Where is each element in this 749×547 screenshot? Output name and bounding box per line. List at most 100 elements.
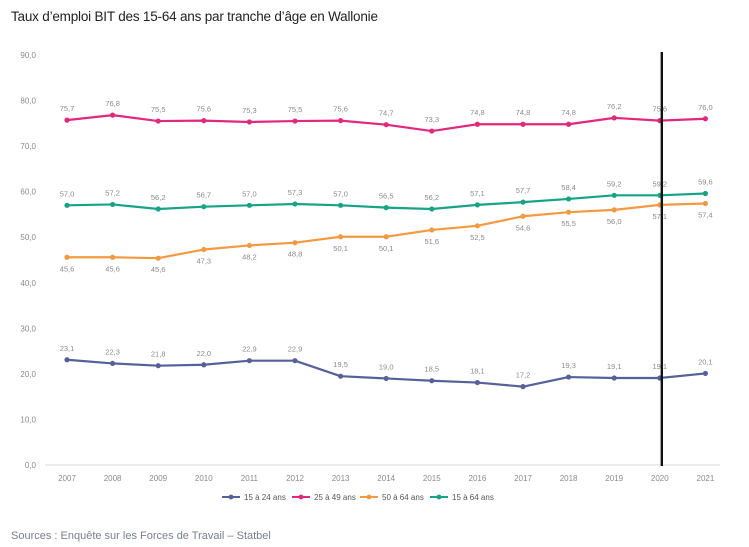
data-label: 56,2 <box>151 193 166 202</box>
data-label: 48,8 <box>288 250 303 259</box>
data-point <box>64 202 70 208</box>
data-label: 57,0 <box>60 189 75 198</box>
data-point <box>246 119 252 125</box>
data-label: 22,3 <box>105 347 120 356</box>
data-label: 22,9 <box>288 345 303 354</box>
data-point <box>292 358 298 364</box>
legend-marker <box>298 494 304 500</box>
data-point <box>292 118 298 124</box>
data-label: 51,6 <box>424 237 439 246</box>
data-point <box>64 117 70 123</box>
data-point <box>201 246 207 253</box>
chart-title: Taux d’emploi BIT des 15-64 ans par tran… <box>11 9 378 24</box>
data-label: 55,5 <box>561 219 576 228</box>
data-label: 48,2 <box>242 252 257 261</box>
data-label: 73,3 <box>424 115 439 124</box>
data-label: 75,6 <box>652 105 667 114</box>
data-point <box>474 121 480 127</box>
data-label: 74,7 <box>379 109 394 118</box>
data-label: 20,1 <box>698 357 713 366</box>
source-note: Sources : Enquête sur les Forces de Trav… <box>11 530 271 542</box>
x-tick-label: 2012 <box>286 474 304 483</box>
legend-marker <box>228 494 234 500</box>
data-label: 59,6 <box>698 177 713 186</box>
data-label: 54,6 <box>516 223 531 232</box>
data-point <box>566 121 572 127</box>
data-point <box>566 196 572 202</box>
y-tick-label: 90,0 <box>20 51 36 60</box>
y-tick-label: 30,0 <box>20 324 36 333</box>
data-label: 56,0 <box>607 217 622 226</box>
data-point <box>338 202 344 208</box>
data-label: 76,2 <box>607 102 622 111</box>
data-label: 57,7 <box>516 186 531 195</box>
data-label: 74,8 <box>516 108 531 117</box>
data-point <box>246 358 252 364</box>
data-point <box>474 223 480 229</box>
data-point <box>155 363 161 369</box>
data-point <box>338 234 344 240</box>
data-label: 17,2 <box>516 371 531 380</box>
data-point <box>520 213 526 219</box>
data-point <box>702 200 709 207</box>
x-tick-label: 2019 <box>605 474 623 483</box>
data-label: 19,5 <box>333 360 348 369</box>
data-label: 75,5 <box>151 105 166 114</box>
data-point <box>246 242 252 249</box>
data-point <box>155 206 161 212</box>
y-tick-label: 0,0 <box>25 461 37 470</box>
data-point <box>338 373 344 379</box>
data-point <box>474 379 480 386</box>
data-label: 22,0 <box>196 349 211 358</box>
data-point <box>383 205 389 211</box>
data-label: 75,6 <box>333 105 348 114</box>
x-tick-label: 2010 <box>195 474 213 483</box>
data-point <box>383 234 389 240</box>
data-point <box>566 209 572 215</box>
legend-label: 25 à 49 ans <box>314 493 356 502</box>
data-label: 50,1 <box>379 244 394 253</box>
data-point <box>429 128 435 134</box>
data-label: 19,3 <box>561 361 576 370</box>
data-label: 56,7 <box>196 191 211 200</box>
data-label: 21,8 <box>151 350 166 359</box>
data-label: 57,2 <box>105 188 120 197</box>
data-label: 75,7 <box>60 104 75 113</box>
data-label: 23,1 <box>60 344 75 353</box>
data-point <box>201 204 207 210</box>
data-point <box>611 207 617 213</box>
data-point <box>520 384 526 390</box>
y-tick-label: 80,0 <box>20 97 36 106</box>
data-label: 19,1 <box>607 362 622 371</box>
x-tick-label: 2009 <box>149 474 167 483</box>
data-point <box>155 255 161 261</box>
data-label: 74,8 <box>561 108 576 117</box>
data-label: 22,9 <box>242 345 257 354</box>
data-label: 76,0 <box>698 103 713 112</box>
data-point <box>702 116 709 122</box>
data-label: 47,3 <box>196 257 211 266</box>
data-label: 75,3 <box>242 106 257 115</box>
data-point <box>611 115 617 121</box>
data-label: 56,5 <box>379 192 394 201</box>
data-point <box>110 254 116 260</box>
data-label: 57,3 <box>288 188 303 197</box>
data-point <box>292 201 298 207</box>
data-label: 75,5 <box>288 105 303 114</box>
data-label: 57,1 <box>470 189 485 198</box>
data-label: 59,2 <box>652 179 667 188</box>
data-label: 57,0 <box>242 189 257 198</box>
data-label: 56,2 <box>424 193 439 202</box>
data-point <box>429 206 435 212</box>
data-label: 18,1 <box>470 367 485 376</box>
y-tick-label: 70,0 <box>20 142 36 151</box>
x-tick-label: 2013 <box>332 474 350 483</box>
data-label: 45,6 <box>151 265 166 274</box>
data-point <box>520 199 526 205</box>
data-label: 19,0 <box>379 362 394 371</box>
x-tick-label: 2015 <box>423 474 441 483</box>
data-label: 59,2 <box>607 179 622 188</box>
data-point <box>292 240 298 246</box>
data-point <box>702 190 709 197</box>
data-point <box>611 375 617 381</box>
